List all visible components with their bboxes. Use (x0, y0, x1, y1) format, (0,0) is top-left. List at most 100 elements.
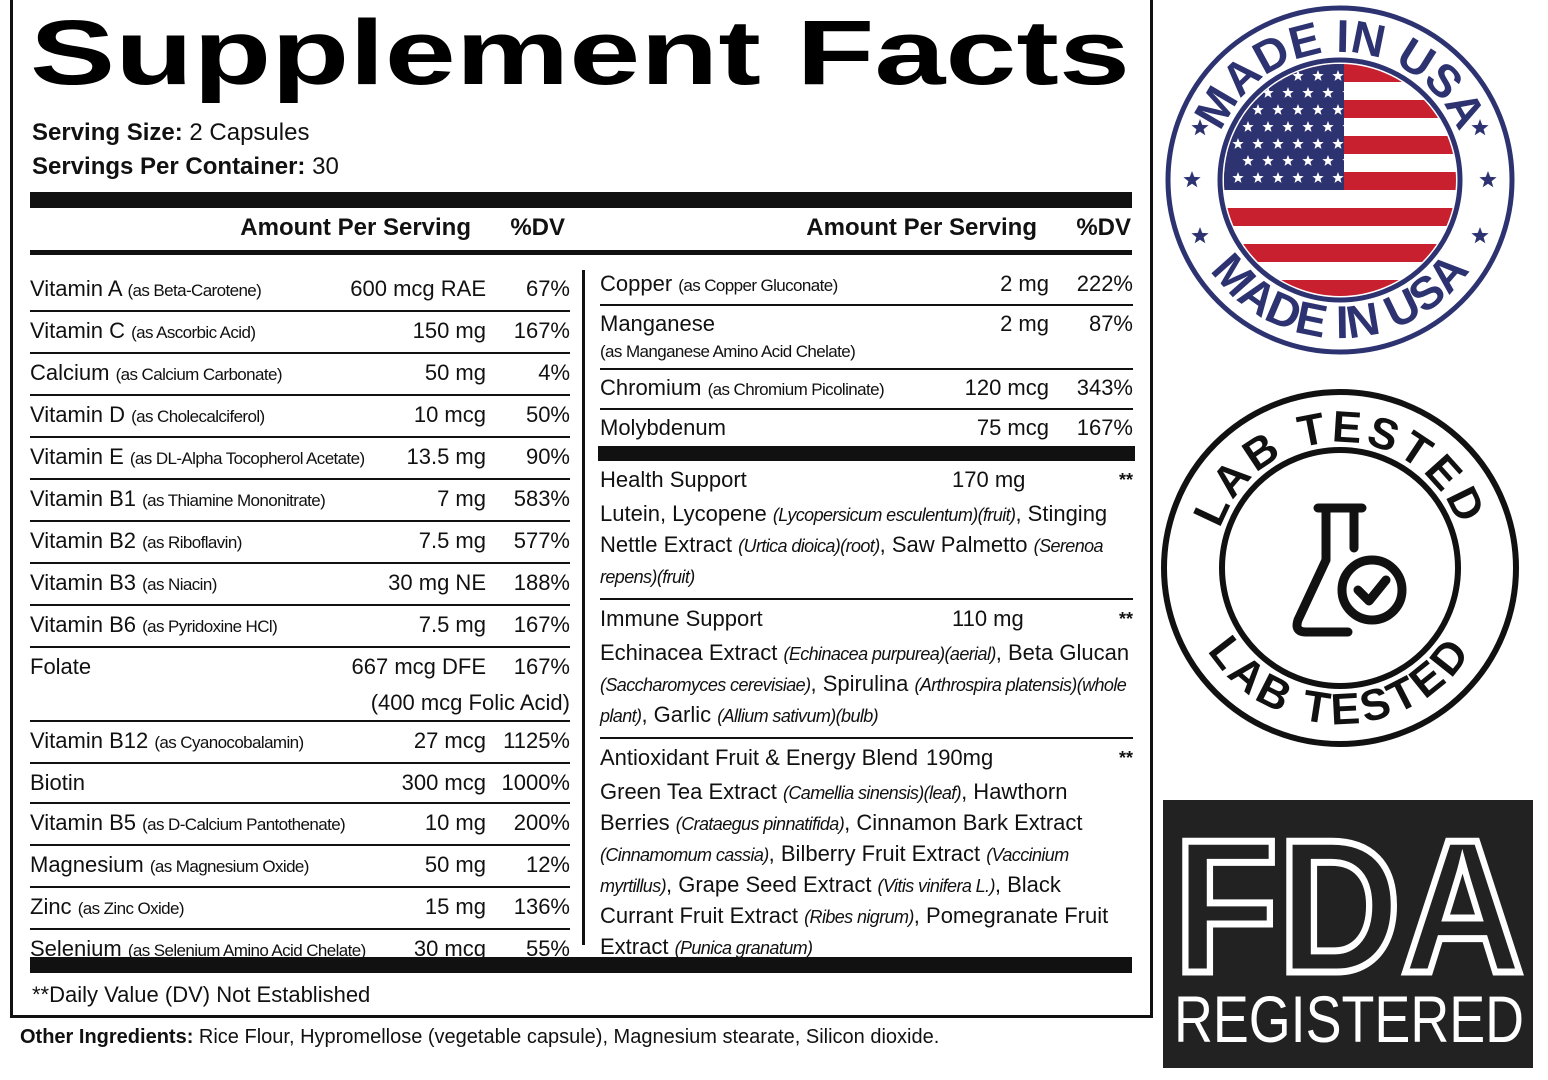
nutrient-row: Copper (as Copper Gluconate) 2 mg 222% (600, 266, 1133, 306)
ingredient-text: (Allium sativum)(bulb) (717, 706, 879, 726)
nutrient-form: (as Niacin) (142, 575, 217, 594)
nutrient-name-cell: Vitamin B1 (as Thiamine Mononitrate) (30, 480, 437, 520)
nutrient-dv: 1125% (503, 728, 570, 753)
nutrient-amount: 75 mcg (976, 415, 1049, 440)
ingredient-text: (Lycopersicum esculentum)(fruit) (772, 505, 1016, 525)
nutrient-name: Magnesium (30, 852, 144, 877)
blend-ingredients: Lutein, Lycopene (Lycopersicum esculentu… (600, 499, 1133, 592)
nutrient-amount: 600 mcg RAE (350, 276, 486, 301)
nutrient-name: Folate (30, 654, 92, 679)
nutrient-form: (as Ascorbic Acid) (131, 323, 256, 342)
blend: Immune Support 110 mg ** Echinacea Extract … (600, 600, 1133, 739)
ingredient-text: (Arthrospira platensis)(whole plant) (600, 675, 1127, 726)
nutrient-form: (as Calcium Carbonate) (115, 365, 283, 384)
header-dv: %DV (1076, 214, 1131, 241)
nutrient-row: Vitamin B1 (as Thiamine Mononitrate) 7 mg… (30, 480, 570, 522)
nutrient-amount: 667 mcg DFE (351, 654, 487, 679)
blend-name: Antioxidant Fruit & Energy Blend (600, 745, 918, 770)
nutrient-dv: 50% (525, 402, 570, 427)
ingredient-text: (Cinnamomum cassia) (600, 845, 769, 865)
nutrient-amount: 2 mg (1000, 311, 1049, 336)
nutrient-amount: 2 mg (1000, 271, 1049, 296)
title-svg: Supplement Facts (30, 4, 1130, 104)
serving-label: Serving Size: (32, 119, 183, 146)
nutrient-name-cell: Vitamin B6 (as Pyridoxine HCl) (30, 606, 419, 646)
header-dv: %DV (510, 214, 565, 241)
blend-ingredients: Green Tea Extract (Camellia sinensis)(le… (600, 777, 1133, 963)
ingredient-text: (Echinacea purpurea)(aerial) (783, 644, 996, 664)
ingredient-text: , Black Currant Fruit Extract (600, 872, 1061, 928)
nutrient-form: (as Chromium Picolinate) (707, 380, 885, 399)
nutrient-amount: 300 mcg (401, 770, 486, 795)
nutrient-amount: 50 mg (424, 852, 486, 877)
flask-icon (1292, 503, 1407, 637)
nutrient-form: (as D-Calcium Pantothenate) (142, 815, 346, 834)
nutrient-dv: 136% (513, 894, 570, 919)
nutrient-row: Calcium (as Calcium Carbonate) 50 mg 4% (30, 354, 570, 396)
nutrient-name-cell: Selenium (as Selenium Amino Acid Chelate… (30, 930, 414, 970)
nutrient-form: (as Cyanocobalamin) (154, 733, 304, 752)
nutrient-name: Manganese (600, 311, 715, 336)
nutrient-name: Vitamin D (30, 402, 125, 427)
fda-logo: FDA (1174, 801, 1524, 1013)
nutrient-form: (as Thiamine Mononitrate) (142, 491, 326, 510)
lab-tested-badge: LAB TESTED LAB TESTED (1161, 389, 1519, 747)
nutrient-amount: 7.5 mg (418, 612, 486, 637)
nutrient-dv: 167% (513, 654, 570, 679)
nutrient-dv: 188% (513, 570, 570, 595)
nutrient-amount: 30 mcg (413, 936, 486, 961)
ingredient-text: Echinacea Extract (600, 640, 784, 665)
nutrient-row: Vitamin E (as DL-Alpha Tocopherol Acetat… (30, 438, 570, 480)
nutrient-row: Vitamin B3 (as Niacin) 30 mg NE 188% (30, 564, 570, 606)
nutrient-dv: 167% (513, 612, 570, 637)
nutrient-row: Folate 667 mcg DFE 167% (400 mcg Folic Acid… (30, 648, 570, 722)
nutrient-name-cell: Chromium (as Chromium Picolinate) (600, 370, 965, 408)
nutrient-name-cell: Vitamin B12 (as Cyanocobalamin) (30, 722, 414, 762)
nutrient-name-cell: Calcium (as Calcium Carbonate) (30, 354, 425, 394)
ingredient-text: , Garlic (641, 702, 718, 727)
nutrient-dv: 67% (525, 276, 570, 301)
serving-value: 30 (312, 153, 339, 180)
nutrient-name-cell: Vitamin B2 (as Riboflavin) (30, 522, 419, 562)
right-column: Copper (as Copper Gluconate) 2 mg 222% Mang… (598, 266, 1135, 969)
nutrient-dv: 577% (513, 528, 570, 553)
nutrient-name-cell: Vitamin B3 (as Niacin) (30, 564, 388, 604)
ingredient-text: Green Tea Extract (600, 779, 784, 804)
nutrient-dv: 222% (1076, 271, 1133, 296)
ingredient-text: , Beta Glucan (995, 640, 1130, 665)
nutrient-dv: 87% (1088, 311, 1133, 336)
nutrient-note: (400 mcg Folic Acid) (370, 690, 570, 715)
nutrient-form: (as Cholecalciferol) (131, 407, 265, 426)
header-left: Amount Per Serving %DV (30, 214, 565, 242)
nutrient-dv: 55% (525, 936, 570, 961)
nutrient-dv: 12% (525, 852, 570, 877)
nutrient-row: Vitamin B12 (as Cyanocobalamin) 27 mcg 112… (30, 722, 570, 764)
nutrient-name: Zinc (30, 894, 72, 919)
blend: Antioxidant Fruit & Energy Blend 190mg ** G… (600, 739, 1133, 969)
nutrient-name: Vitamin A (30, 276, 122, 301)
nutrient-name: Vitamin C (30, 318, 125, 343)
blend-name: Health Support (600, 467, 747, 492)
nutrient-row: Zinc (as Zinc Oxide) 15 mg 136% (30, 888, 570, 930)
header-right: Amount Per Serving %DV (598, 214, 1131, 242)
blend-amount: 110 mg (952, 606, 1024, 631)
nutrient-form: (as Pyridoxine HCl) (142, 617, 278, 636)
nutrient-name-cell: Folate (30, 648, 352, 686)
ingredient-text: , Saw Palmetto (879, 532, 1034, 557)
nutrient-row: Manganese 2 mg 87% (as Manganese Amino Acid… (600, 306, 1133, 370)
nutrient-amount: 10 mg (424, 810, 486, 835)
ingredient-text: , Spirulina (810, 671, 915, 696)
blend-head: Health Support 170 mg ** (600, 465, 1133, 495)
blend-amount: 190mg (925, 745, 994, 770)
nutrient-name-cell: Magnesium (as Magnesium Oxide) (30, 846, 425, 886)
nutrient-name-cell: Vitamin D (as Cholecalciferol) (30, 396, 414, 436)
ingredient-text: , Pomegranate Fruit Extract (600, 903, 1109, 959)
nutrient-name: Vitamin B3 (30, 570, 136, 595)
nutrient-name: Biotin (30, 770, 86, 795)
blend-head: Antioxidant Fruit & Energy Blend 190mg ** (600, 743, 1133, 773)
nutrient-amount: 120 mcg (964, 375, 1049, 400)
left-column: Vitamin A (as Beta-Carotene) 600 mcg RAE 6… (30, 270, 570, 970)
nutrient-row: Vitamin C (as Ascorbic Acid) 150 mg 167% (30, 312, 570, 354)
made-in-usa-badge: MADE IN USA MADE IN USA (1165, 5, 1515, 355)
nutrient-form: (as Zinc Oxide) (77, 899, 185, 918)
